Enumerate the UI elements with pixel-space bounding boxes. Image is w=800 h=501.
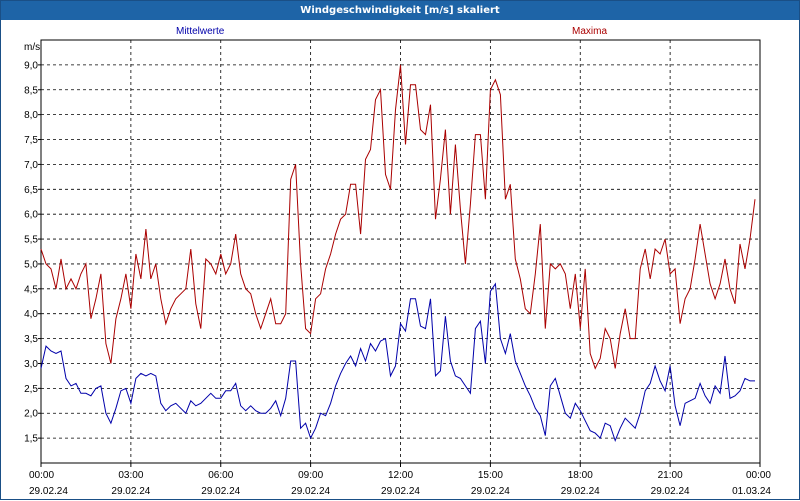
y-tick-label: 1,5 (24, 434, 38, 445)
x-tick-date: 29.02.24 (651, 486, 690, 497)
series (40, 64, 756, 443)
x-tick-time: 18:00 (568, 470, 593, 481)
y-tick-label: 3,5 (24, 334, 38, 345)
x-tick-date: 29.02.24 (381, 486, 420, 497)
x-tick-date: 29.02.24 (471, 486, 510, 497)
x-tick-date: 29.02.24 (201, 486, 240, 497)
x-tick-time: 12:00 (388, 470, 413, 481)
y-tick-label: 4,5 (24, 284, 38, 295)
x-tick-time: 03:00 (118, 470, 143, 481)
x-tick-time: 06:00 (208, 470, 233, 481)
x-tick-date: 29.02.24 (111, 486, 150, 497)
y-tick-label: 6,5 (24, 185, 38, 196)
grid (41, 40, 760, 463)
y-tick-label: 8,0 (24, 110, 38, 121)
series-line-mittelwerte (40, 282, 755, 443)
x-tick-date: 29.02.24 (291, 486, 330, 497)
y-tick-label: 3,0 (24, 359, 38, 370)
y-tick-label: 5,5 (24, 235, 38, 246)
series-line-maxima (40, 64, 756, 370)
y-tick-label: 6,0 (24, 210, 38, 221)
x-tick-date: 29.02.24 (561, 486, 600, 497)
y-tick-label: 7,0 (24, 160, 38, 171)
x-tick-date: 01.03.24 (732, 486, 771, 497)
y-axis: 1,5 2,0 2,5 3,0 3,5 4,0 4,5 5,0 5,5 6,0 6,5 7,0 7,5 8… (24, 60, 41, 445)
window-title: Windgeschwindigkeit [m/s] skaliert (1, 1, 799, 20)
x-tick-time: 09:00 (298, 470, 323, 481)
y-tick-label: 9,0 (24, 60, 38, 71)
x-axis: 00:00 29.02.24 03:00 29.02.24 06:00 29.02.24 0… (29, 463, 771, 497)
x-tick-time: 21:00 (658, 470, 683, 481)
y-tick-label: 5,0 (24, 259, 38, 270)
legend-mittelwerte: Mittelwerte (176, 26, 225, 37)
y-tick-label: 2,5 (24, 384, 38, 395)
y-tick-label: 2,0 (24, 409, 38, 420)
y-axis-unit: m/s (24, 42, 40, 53)
y-tick-label: 7,5 (24, 135, 38, 146)
x-tick-time: 00:00 (746, 470, 771, 481)
x-tick-date: 29.02.24 (29, 486, 68, 497)
x-tick-time: 00:00 (29, 470, 54, 481)
legend-maxima: Maxima (572, 26, 608, 37)
x-tick-time: 15:00 (478, 470, 503, 481)
y-tick-label: 4,0 (24, 309, 38, 320)
y-tick-label: 8,5 (24, 85, 38, 96)
